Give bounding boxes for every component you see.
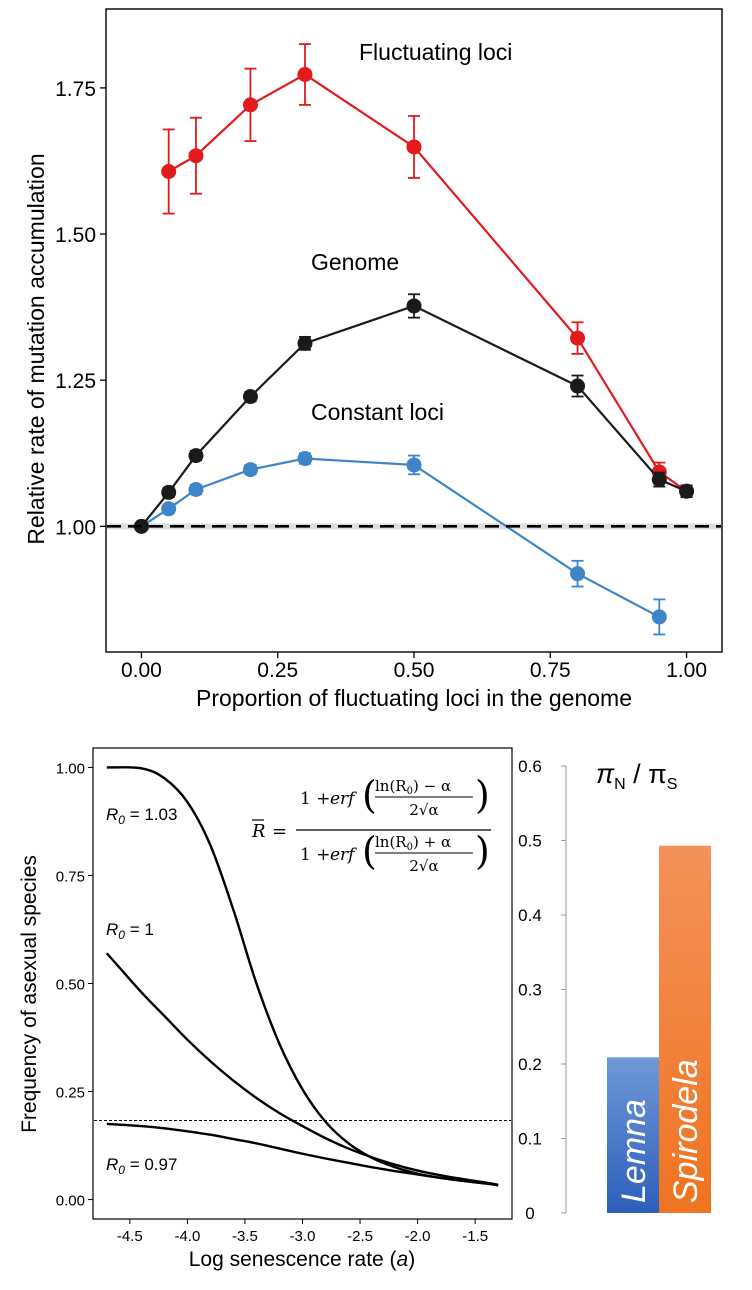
data-point (188, 481, 204, 497)
br-ytick-label: 0 (525, 1204, 534, 1223)
data-point (188, 148, 204, 164)
formula-lhs: R (251, 821, 266, 842)
data-point (161, 501, 177, 517)
curve-label-r0-1: R0 = 1 (106, 920, 154, 942)
bl-xtick-label: -4.0 (174, 1228, 200, 1245)
bl-ytick-label: 0.25 (56, 1085, 85, 1102)
series-constant-loci (133, 451, 667, 636)
bar-label-lemna: Lemna (615, 1099, 653, 1203)
formula-den-top: ln(R0) + α (375, 833, 451, 853)
top-xtick-label: 0.75 (530, 659, 571, 682)
series-genome (133, 293, 695, 534)
br-ytick-label: 0.1 (518, 1130, 542, 1149)
formula-num-top: ln(R0) − α (375, 777, 451, 797)
br-ytick-label: 0.6 (518, 757, 542, 776)
label-constant-loci: Constant loci (311, 399, 444, 425)
bl-ytick-label: 0.50 (56, 977, 85, 994)
data-point (242, 462, 258, 478)
data-point (188, 448, 204, 464)
bl-xtick-label: -1.5 (462, 1228, 488, 1245)
data-point (406, 457, 422, 473)
formula-num-one-plus: 1 + (300, 789, 330, 809)
bar-lemna (607, 1057, 659, 1213)
top-xtick-label: 1.00 (666, 659, 707, 682)
curve-label-r0-1-03: R0 = 1.03 (106, 805, 177, 827)
bl-xtick-label: -2.5 (347, 1228, 373, 1245)
formula-den-rparen: ) (475, 829, 490, 873)
data-point (297, 451, 313, 467)
bar-label-spirodela: Spirodela (667, 1059, 705, 1203)
series-line-constant-loci (140, 457, 660, 618)
data-point (297, 335, 313, 351)
top-plot-frame (105, 8, 723, 653)
label-fluctuating-loci: Fluctuating loci (359, 39, 512, 65)
top-ytick-label: 1.25 (55, 370, 96, 393)
data-point (406, 139, 422, 155)
formula-den-one-plus: 1 + (300, 845, 330, 865)
bl-xtick-label: -3.0 (290, 1228, 316, 1245)
piN-piS-bar-chart: 0 0.1 0.2 0.3 0.4 0.5 0.6 Lemna Spirodela πN / … (518, 757, 711, 1223)
top-ytick-label: 1.00 (55, 516, 96, 539)
bl-ytick-label: 0.75 (56, 868, 85, 885)
bl-ytick-label: 1.00 (56, 760, 85, 777)
top-ytick-label: 1.75 (55, 78, 96, 101)
data-point (651, 472, 667, 488)
formula-num-den: 2√α (409, 801, 438, 819)
top-ytick-label: 1.50 (55, 224, 96, 247)
bl-xtick-label: -3.5 (232, 1228, 258, 1245)
data-point (679, 483, 695, 499)
bl-xtick-label: -4.5 (117, 1228, 143, 1245)
top-y-axis-label: Relative rate of mutation accumulation (23, 153, 49, 544)
data-point (570, 330, 586, 346)
bl-ytick-label: 0.00 (56, 1193, 85, 1210)
data-point (651, 609, 667, 625)
br-title: πN / πS (596, 759, 677, 793)
bar-spirodela (659, 845, 711, 1213)
data-point (406, 298, 422, 314)
bl-xtick-label: -2.0 (405, 1228, 431, 1245)
formula: R = 1 + erf ( ln(R0) − α 2√α ) 1 + erf (… (251, 773, 491, 875)
top-xtick-label: 0.25 (257, 659, 298, 682)
bl-y-axis-label: Frequency of asexual species (18, 855, 41, 1133)
bl-x-axis-label: Log senescence rate (a) (189, 1248, 415, 1271)
series-line-fluctuating-loci (168, 73, 688, 493)
data-point (161, 484, 177, 500)
formula-num-erf: erf (330, 789, 357, 809)
data-point (570, 378, 586, 394)
formula-den-lparen: ( (362, 829, 377, 873)
top-x-axis-label: Proportion of fluctuating loci in the ge… (196, 685, 632, 711)
data-point (297, 66, 313, 82)
label-genome: Genome (311, 249, 399, 275)
series-fluctuating-loci (161, 43, 695, 499)
br-ytick-label: 0.3 (518, 981, 542, 1000)
br-ytick-label: 0.5 (518, 832, 542, 851)
formula-den-den: 2√α (409, 857, 438, 875)
formula-equals: = (272, 821, 287, 842)
data-point (242, 97, 258, 113)
mutation-accumulation-chart: 1.00 1.25 1.50 1.75 0.00 0.25 0.50 0.75 1.00 Fl… (23, 8, 723, 711)
formula-num-lparen: ( (362, 773, 377, 817)
br-ytick-label: 0.2 (518, 1055, 542, 1074)
curve-label-r0-0-97: R0 = 0.97 (106, 1155, 177, 1177)
top-xtick-label: 0.00 (121, 659, 162, 682)
br-ytick-label: 0.4 (518, 906, 542, 925)
data-point (570, 566, 586, 582)
asexual-frequency-chart: 0.00 0.25 0.50 0.75 1.00 -4.5 -4.0 -3.5 -3.0 -2.… (18, 747, 513, 1271)
formula-den-erf: erf (330, 845, 357, 865)
curve-r00-97 (106, 1122, 499, 1187)
top-xtick-label: 0.50 (394, 659, 435, 682)
data-point (161, 164, 177, 180)
curve-r01 (105, 952, 499, 1187)
data-point (242, 389, 258, 405)
formula-num-rparen: ) (475, 773, 490, 817)
